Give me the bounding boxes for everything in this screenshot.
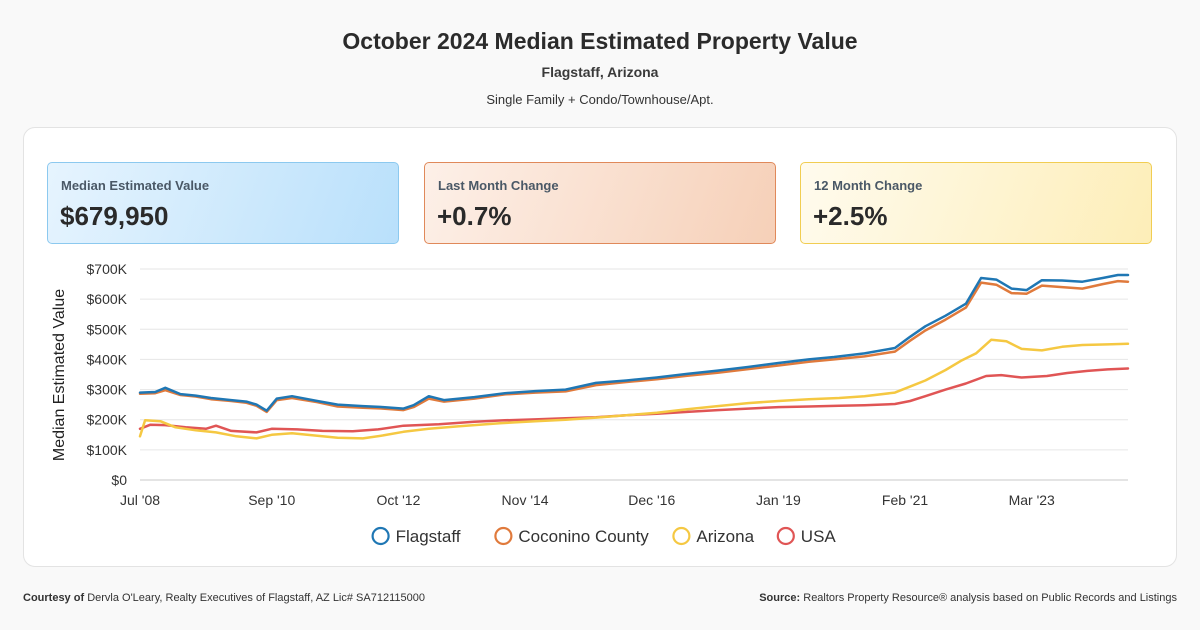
- legend-marker: [776, 526, 795, 546]
- y-tick-label: $300K: [87, 382, 128, 398]
- y-tick-label: $600K: [87, 291, 128, 307]
- series-line-flagstaff: [138, 273, 1130, 412]
- twelve-month-change-number: +2.5%: [813, 201, 888, 231]
- y-tick-label: $400K: [87, 351, 128, 367]
- location-subtitle: Flagstaff, Arizona: [541, 64, 659, 80]
- courtesy-text: Dervla O'Leary, Realty Executives of Fla…: [87, 592, 425, 604]
- last-month-change-card: Last Month Change +0.7%: [424, 162, 776, 244]
- x-tick-label: Jul '08: [120, 492, 160, 508]
- property-types-subtitle: Single Family + Condo/Townhouse/Apt.: [486, 92, 714, 107]
- source-footer: Source: Realtors Property Resource® anal…: [759, 592, 1177, 604]
- series-line-usa: [138, 367, 1130, 434]
- legend-marker: [494, 526, 513, 546]
- last-month-change-number: +0.7%: [437, 201, 512, 231]
- legend-label: USA: [801, 527, 837, 546]
- median-value-card: Median Estimated Value $679,950: [47, 162, 399, 244]
- median-value-number: $679,950: [60, 201, 169, 231]
- courtesy-label: Courtesy of: [23, 592, 85, 604]
- series-line-coconino-county: [138, 279, 1130, 414]
- x-tick-label: Mar '23: [1009, 492, 1055, 508]
- series-line-arizona: [138, 338, 1130, 440]
- last-month-change-label: Last Month Change: [438, 178, 559, 193]
- x-tick-label: Oct '12: [376, 492, 420, 508]
- twelve-month-change-label: 12 Month Change: [814, 178, 923, 193]
- y-tick-label: $700K: [87, 261, 128, 277]
- y-tick-label: $100K: [87, 442, 128, 458]
- x-tick-label: Sep '10: [248, 492, 295, 508]
- legend-label: Coconino County: [518, 527, 649, 546]
- y-axis-label: Median Estimated Value: [51, 289, 68, 461]
- y-tick-label: $500K: [87, 321, 128, 337]
- y-tick-label: $200K: [87, 412, 128, 428]
- legend-marker: [672, 526, 691, 546]
- twelve-month-change-card: 12 Month Change +2.5%: [800, 162, 1152, 244]
- median-value-label: Median Estimated Value: [61, 178, 210, 193]
- chart-title: October 2024 Median Estimated Property V…: [342, 28, 858, 54]
- source-label: Source:: [759, 592, 801, 604]
- source-text: Realtors Property Resource® analysis bas…: [803, 592, 1177, 604]
- x-tick-label: Nov '14: [502, 492, 549, 508]
- x-tick-label: Jan '19: [756, 492, 801, 508]
- x-tick-label: Dec '16: [628, 492, 675, 508]
- y-tick-label: $0: [111, 472, 127, 488]
- legend-label: Flagstaff: [396, 527, 461, 546]
- legend-label: Arizona: [696, 527, 754, 546]
- courtesy-footer: Courtesy of Dervla O'Leary, Realty Execu…: [23, 592, 425, 604]
- x-tick-label: Feb '21: [882, 492, 928, 508]
- legend-marker: [371, 526, 390, 546]
